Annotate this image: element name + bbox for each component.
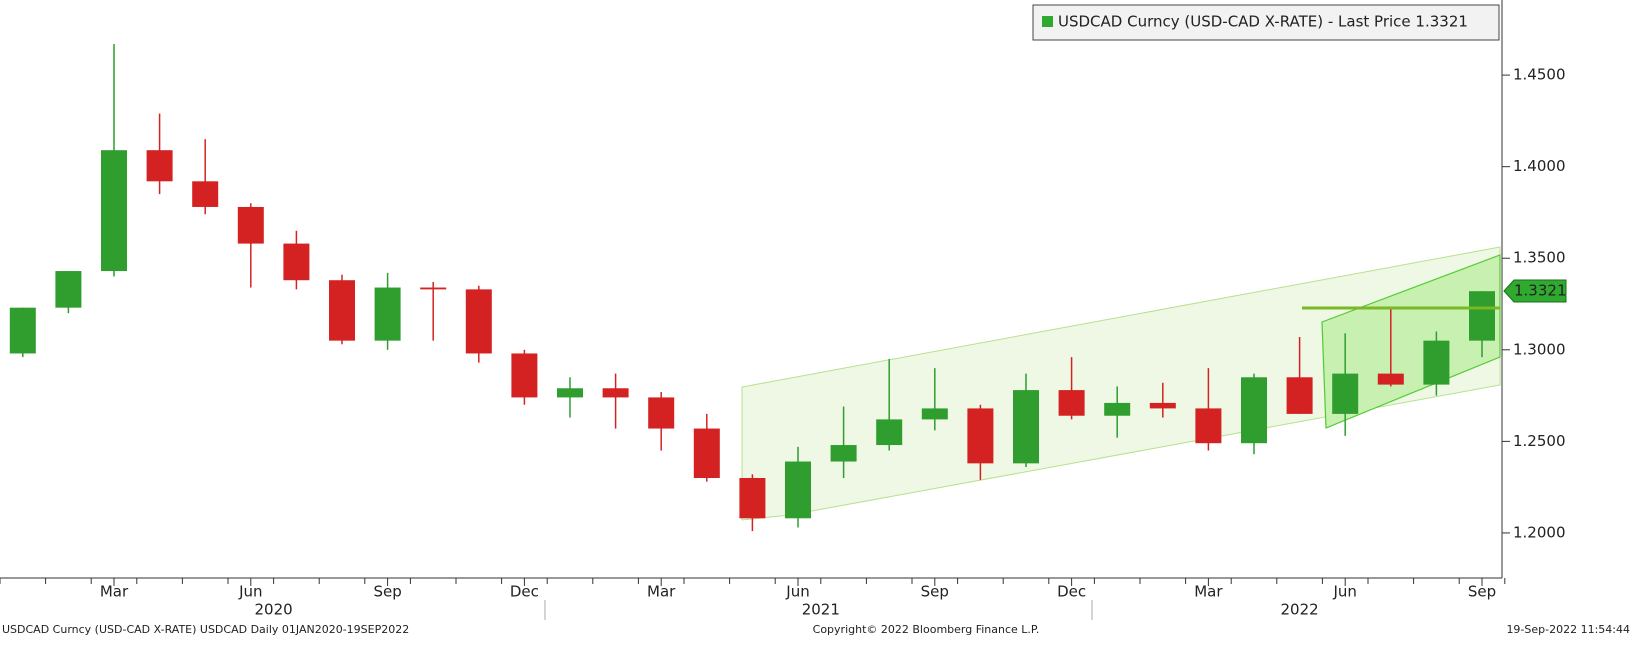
footer-right: 19-Sep-2022 11:54:44 [1506,623,1630,636]
candle-body [1377,373,1404,385]
y-tick-label: 1.4500 [1513,66,1566,84]
candle-body [739,478,766,519]
candle-body [557,388,583,398]
candle-body [1013,390,1039,464]
x-tick-label: Jun [785,583,809,601]
legend-box [1032,4,1500,41]
candle-body [237,206,264,244]
candle-body [693,428,720,479]
candle-body [1286,377,1313,414]
x-tick-label: Mar [647,583,676,601]
candle-body [830,445,857,462]
x-tick-label: Dec [1057,583,1086,601]
candle-body [283,243,310,281]
candle-body [329,280,355,341]
x-tick-label: Jun [238,583,262,601]
candle-body [101,150,127,272]
legend-swatch [1042,16,1053,27]
year-label: 2021 [802,601,840,619]
candle-body [602,388,629,398]
candle-body [192,181,219,207]
x-tick-label: Jun [1332,583,1356,601]
year-label: 2022 [1281,601,1319,619]
y-tick-label: 1.2500 [1513,432,1566,450]
y-tick-label: 1.3500 [1513,249,1566,267]
candle-body [1469,291,1495,341]
x-tick-label: Sep [373,583,401,601]
candle-body [511,353,538,398]
last-price-label: 1.3321 [1514,282,1567,300]
candle-body [55,271,82,308]
candle-body [1058,390,1085,416]
footer-left: USDCAD Curncy (USD-CAD X-RATE) USDCAD Da… [2,623,409,636]
candle-body [1104,402,1131,416]
x-tick-label: Sep [921,583,949,601]
footer-center: Copyright© 2022 Bloomberg Finance L.P. [813,623,1040,636]
x-tick-label: Dec [510,583,539,601]
candle-body [465,289,492,354]
candle-body [1332,373,1359,414]
x-tick-label: Sep [1468,583,1496,601]
legend-text: USDCAD Curncy (USD-CAD X-RATE) - Last Pr… [1058,13,1468,31]
x-tick-label: Mar [1194,583,1223,601]
candle-body [967,408,994,464]
inner-channel [1321,254,1501,429]
candle-body [1195,408,1222,444]
candle-body [921,408,948,420]
year-label: 2020 [255,601,293,619]
candle-body [876,419,903,446]
y-tick-label: 1.4000 [1513,157,1566,175]
y-tick-label: 1.2000 [1513,523,1566,541]
y-tick-label: 1.3000 [1513,340,1566,358]
x-tick-label: Mar [100,583,129,601]
candle-body [420,287,447,290]
candle-body [648,397,675,429]
candle-body [785,461,811,519]
candle-body [146,150,173,182]
last-price-tag [1503,279,1567,303]
candle-body [9,307,36,354]
candle-body [1423,340,1450,385]
candle-body [374,287,401,341]
candle-body [1241,377,1267,444]
candle-body [1149,402,1176,409]
